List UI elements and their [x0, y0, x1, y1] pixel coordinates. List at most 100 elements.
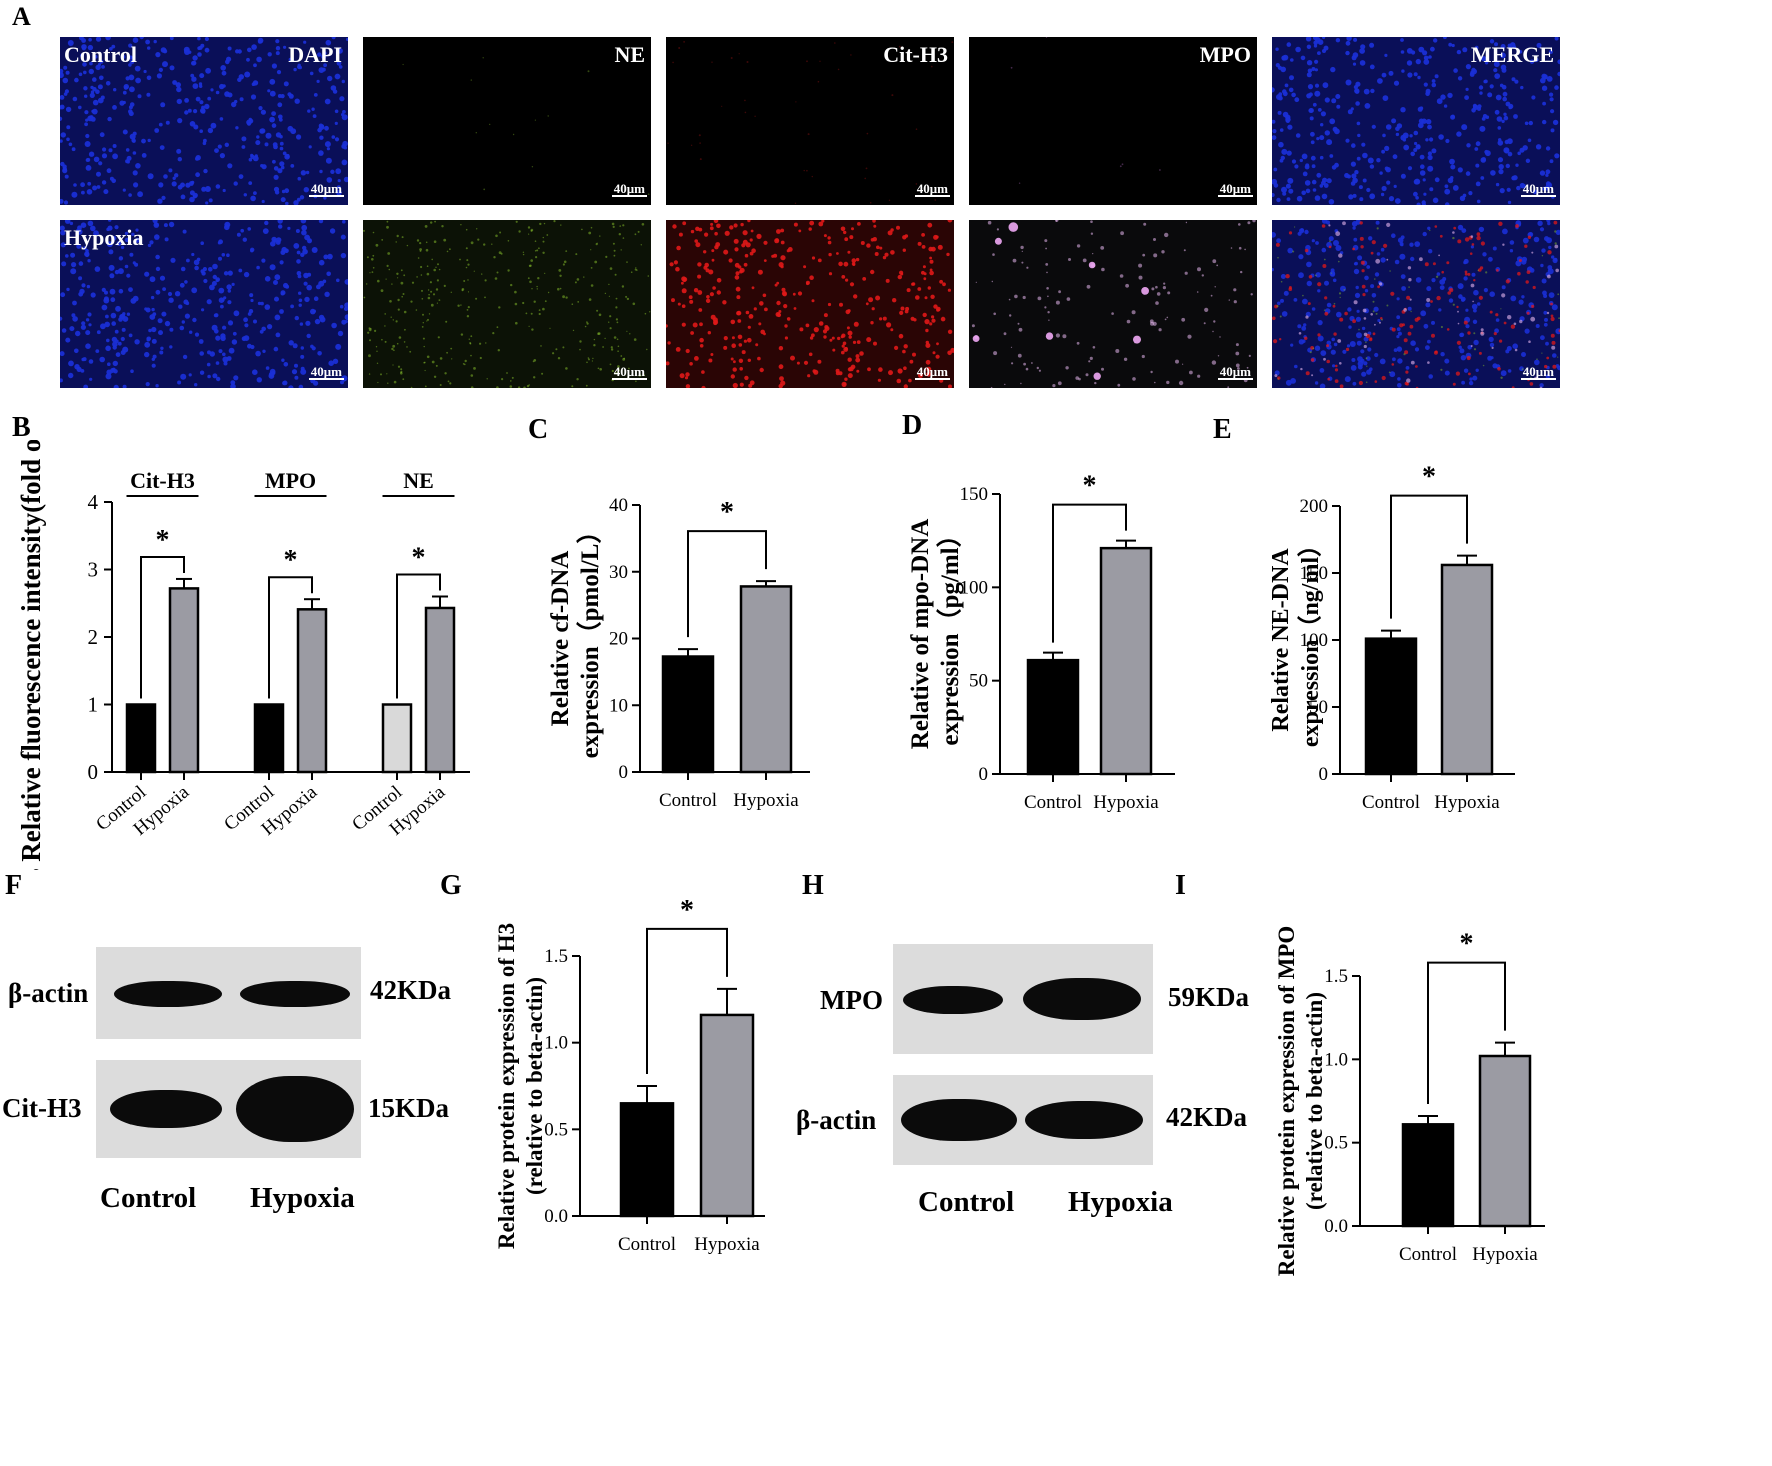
y-axis-label-line: Relative cf-DNA — [547, 551, 574, 727]
significance-star: * — [412, 543, 426, 574]
x-tick-label: Hypoxia — [1093, 792, 1159, 813]
band — [110, 1090, 222, 1128]
panel-label-b: B — [12, 412, 31, 443]
row-label-control: Control — [64, 42, 137, 67]
y-tick-label: 0.5 — [544, 1119, 568, 1140]
panel-label-e: E — [1213, 414, 1232, 445]
panel-label-a: A — [12, 2, 31, 31]
blot-f-protein-2: Cit-H3 — [2, 1093, 82, 1123]
micrograph-control-mpo: MPO 40μm — [969, 37, 1257, 205]
x-tick-label: Hypoxia — [1434, 792, 1500, 813]
chart-d: 0 50 100 150 Control Hypoxia * Relative of mpo-… — [907, 471, 1175, 813]
y-tick-label: 0 — [88, 760, 99, 784]
y-tick-label: 0.0 — [544, 1206, 568, 1227]
blot-f-protein-1: β-actin — [8, 978, 89, 1008]
blot-h-top — [893, 944, 1153, 1054]
y-axis-label-line: Relative protein expression of MPO — [1274, 926, 1299, 1277]
chart-i: 0.0 0.5 1.0 1.5 Control Hypoxia * Relative prot… — [1274, 926, 1545, 1277]
blot-f-size-2: 15KDa — [368, 1093, 449, 1123]
y-tick-label: 10 — [609, 695, 628, 716]
y-tick-label: 40 — [609, 495, 628, 516]
scale-bar: 40μm — [308, 181, 344, 197]
bar-ne-hypoxia — [424, 606, 456, 774]
scale-bar: 40μm — [611, 364, 647, 380]
band — [901, 1099, 1017, 1141]
panel-label-c: C — [528, 414, 549, 445]
y-axis-label: Relative cf-DNA expression（pmol/L） — [547, 519, 604, 759]
row-label-hypoxia: Hypoxia — [64, 225, 144, 250]
panel-label-i: I — [1175, 870, 1186, 901]
chart-e: 0 50 100 150 200 Control Hypoxia * Relative NE-D… — [1268, 462, 1515, 813]
x-tick-label: Hypoxia — [694, 1234, 760, 1255]
bar-ne-control — [381, 703, 413, 774]
blot-f-lane-1: Control — [100, 1182, 197, 1214]
scale-bar: 40μm — [1217, 364, 1253, 380]
y-tick-label: 1.0 — [544, 1033, 568, 1054]
channel-label-merge: MERGE — [1470, 42, 1554, 67]
blot-h-protein-1: MPO — [820, 985, 883, 1015]
significance-star: * — [680, 895, 694, 926]
x-tick-label: Control — [1024, 792, 1082, 813]
blot-h-lane-2: Hypoxia — [1068, 1186, 1173, 1218]
bar-hypoxia — [1440, 563, 1494, 776]
micrograph-control-cit-h3: Cit-H3 40μm — [666, 37, 954, 205]
significance-star: * — [156, 525, 170, 556]
y-axis-label: Relative NE-DNA expression（ng/ml） — [1268, 533, 1324, 747]
chart-g: 0.0 0.5 1.0 1.5 Control Hypoxia * Relative prot… — [494, 895, 765, 1255]
y-tick-label: 0 — [1319, 764, 1329, 785]
band — [1023, 978, 1141, 1020]
x-tick-label: Hypoxia — [1472, 1244, 1538, 1265]
y-axis-label-line: expression（ng/ml） — [1297, 533, 1324, 747]
bar-cit-h3-control — [125, 703, 157, 774]
y-axis-label-line: Relative of mpo-DNA — [907, 519, 934, 750]
blot-f-size-1: 42KDa — [370, 975, 451, 1005]
bar-control — [661, 655, 715, 774]
blot-h-size-1: 59KDa — [1168, 982, 1249, 1012]
bar-hypoxia — [739, 585, 793, 774]
micrograph-hypoxia-merge: 40μm — [1272, 220, 1560, 388]
scale-bar: 40μm — [611, 181, 647, 197]
micrograph-hypoxia-cit-h3: 40μm — [666, 220, 954, 388]
y-axis-label: Relative of mpo-DNA expression（pg/ml） — [907, 519, 964, 750]
blot-h-protein-2: β-actin — [796, 1105, 877, 1135]
y-axis-label-line: (relative to beta-actin) — [522, 977, 547, 1195]
y-tick-label: 0 — [979, 764, 989, 785]
y-tick-label: 1 — [88, 693, 99, 717]
y-tick-label: 50 — [1309, 697, 1328, 718]
y-axis-label: Relative protein expression of MPO (relat… — [1274, 926, 1327, 1277]
panel-label-g: G — [440, 870, 462, 901]
significance-bracket — [1390, 494, 1468, 619]
scale-bar: 40μm — [1217, 181, 1253, 197]
bar-control — [1401, 1123, 1455, 1228]
significance-bracket — [1052, 503, 1127, 643]
band — [1025, 1101, 1143, 1139]
group-title: NE — [403, 468, 434, 493]
band — [236, 1076, 354, 1142]
significance-star: * — [720, 497, 734, 528]
x-tick-label: Control — [1399, 1244, 1457, 1265]
micrograph-hypoxia-dapi: Hypoxia 40μm — [60, 220, 348, 388]
channel-label-mpo: MPO — [1199, 42, 1251, 67]
y-tick-label: 4 — [88, 490, 99, 514]
chart-c: 0 10 20 30 40 Control Hypoxia * Relative cf-DNA e… — [547, 495, 810, 811]
y-tick-label: 20 — [609, 629, 628, 650]
y-axis-label-line: (relative to beta-actin) — [1302, 992, 1327, 1210]
band — [240, 981, 350, 1007]
x-tick-label: Control — [659, 790, 717, 811]
y-axis-label: Relative protein expression of H3 (relati… — [494, 923, 547, 1249]
micrograph-control-merge: MERGE 40μm — [1272, 37, 1560, 205]
micrograph-hypoxia-ne: 40μm — [363, 220, 651, 388]
significance-bracket — [140, 555, 185, 699]
bar-hypoxia — [1099, 546, 1153, 776]
y-axis-label-line: Relative protein expression of H3 — [494, 923, 519, 1249]
significance-star: * — [1460, 929, 1474, 960]
x-tick-label: Control — [618, 1234, 676, 1255]
blot-h-bottom — [893, 1075, 1153, 1165]
bar-control — [1364, 637, 1418, 776]
y-tick-label: 0.0 — [1324, 1216, 1348, 1237]
blot-f-bottom — [96, 1060, 361, 1158]
significance-star: * — [1422, 462, 1436, 493]
scale-bar: 40μm — [914, 364, 950, 380]
bar-hypoxia — [1478, 1054, 1532, 1228]
channel-label-ne: NE — [614, 42, 645, 67]
